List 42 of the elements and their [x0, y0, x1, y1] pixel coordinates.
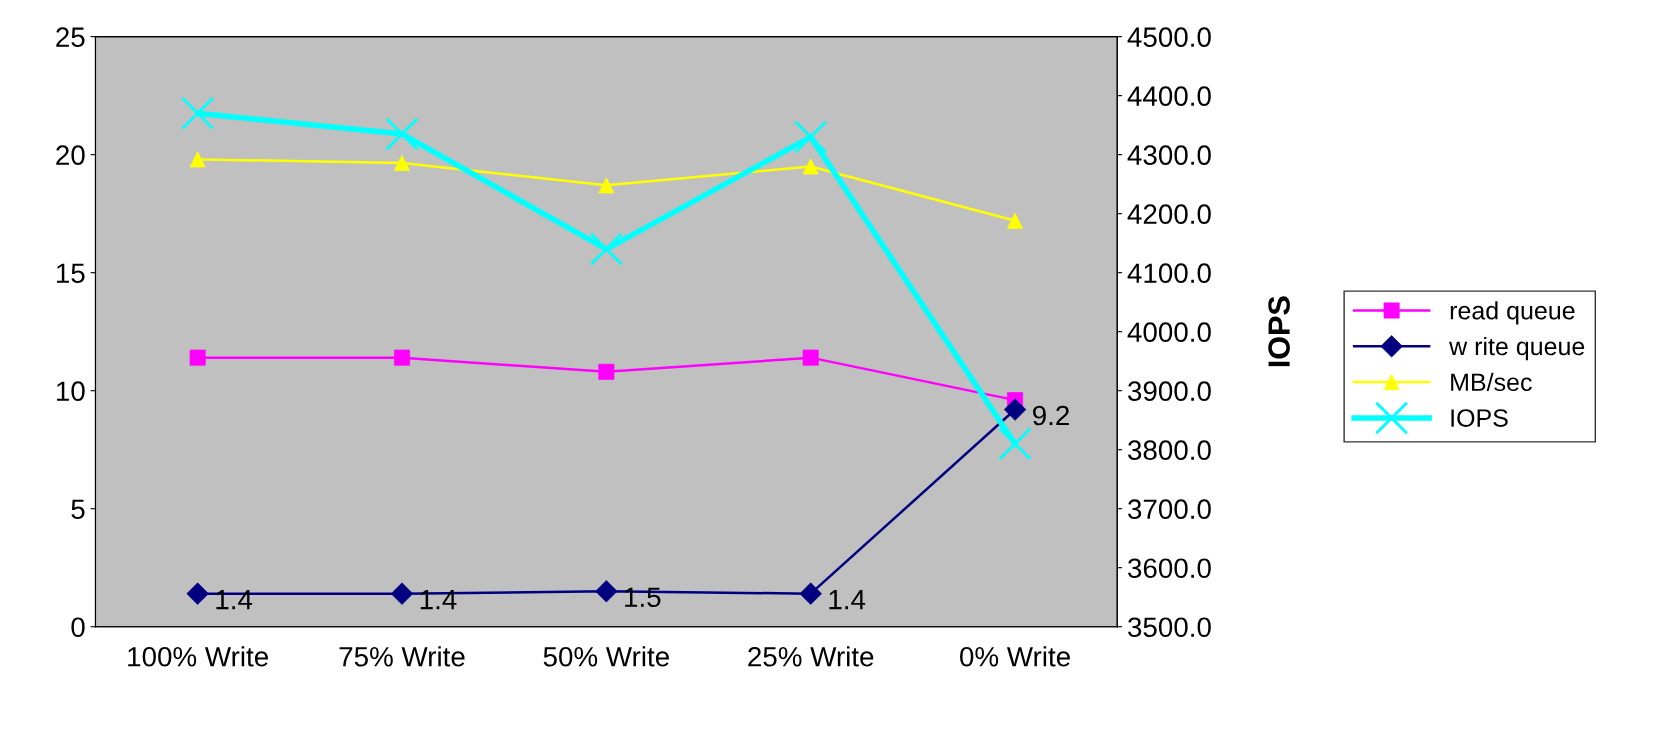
data-label: 1.4: [420, 590, 457, 610]
y-tick-label: 10: [56, 381, 85, 402]
y2-tick-label: 4300.0: [1127, 145, 1211, 165]
point: [998, 427, 1032, 461]
data-label: 1.4: [829, 590, 866, 610]
point: [385, 117, 419, 151]
x-tick-label: 75% Write: [339, 646, 465, 667]
x-tick-label: 100% Write: [128, 646, 268, 667]
y-tick-label: 15: [56, 263, 85, 284]
legend-label: read queue: [1450, 301, 1575, 325]
y-tick-label: 20: [56, 145, 85, 165]
y2-axis-title: IOPS: [1268, 296, 1290, 367]
data-label: 1.4: [216, 590, 253, 610]
y2-tick-label: 3700.0: [1128, 499, 1211, 520]
x-tick-label: 50% Write: [543, 646, 669, 667]
y2-tick-label: 4400.0: [1127, 86, 1211, 106]
y2-tick-label: 4500.0: [1127, 27, 1211, 47]
y2-tick-label: 3900.0: [1128, 381, 1211, 402]
legend-label: MB/sec: [1451, 372, 1532, 392]
point: [180, 96, 215, 131]
y-tick-label: 5: [71, 499, 85, 520]
point: [595, 580, 618, 603]
point: [186, 582, 209, 605]
y2-tick-label: 4200.0: [1127, 204, 1211, 225]
point: [589, 232, 624, 266]
y2-tick-label: 3500.0: [1128, 617, 1211, 638]
point: [598, 177, 615, 194]
data-label: 1.5: [625, 587, 661, 608]
y-tick-label: 0: [71, 617, 85, 638]
y2-tick-label: 4000.0: [1127, 322, 1211, 343]
y2-tick-label: 3800.0: [1128, 440, 1211, 461]
legend-label: w rite queue: [1449, 336, 1585, 361]
y-tick-label: 25: [56, 27, 85, 47]
x-tick-label: 0% Write: [960, 646, 1070, 667]
x-tick-label: 25% Write: [748, 646, 874, 667]
legend-label: IOPS: [1451, 409, 1508, 427]
y2-tick-label: 4100.0: [1127, 263, 1211, 284]
point: [802, 158, 819, 175]
y2-tick-label: 3600.0: [1128, 558, 1211, 579]
data-label: 9.2: [1033, 405, 1069, 426]
point: [394, 154, 410, 171]
point: [794, 120, 828, 154]
